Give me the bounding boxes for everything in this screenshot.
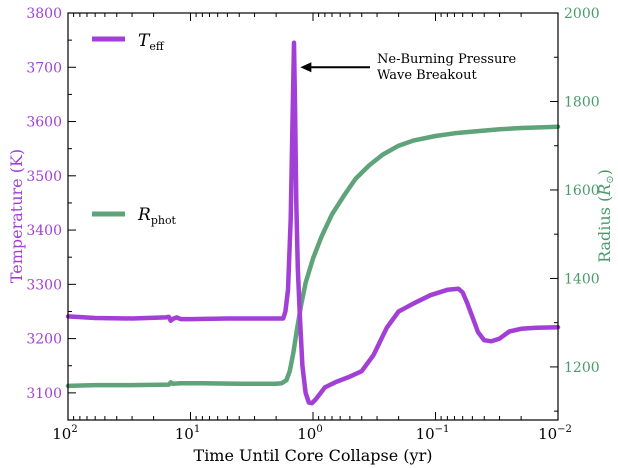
series-layer [65, 40, 561, 406]
y-right-axis-ticks: 1200 1400 1600 1800 2000 [550, 6, 600, 412]
y-right-tick-label: 2000 [564, 6, 600, 22]
y-left-tick-label: 3500 [26, 169, 62, 185]
y-right-tick-label: 1200 [564, 360, 600, 376]
series-line-rphot [65, 124, 561, 389]
annotation-line1: Ne-Burning Pressure [377, 52, 517, 67]
y-left-axis-ticks: 3100 3200 3300 3400 3500 3600 3700 3800 [26, 6, 76, 421]
y-left-tick-label: 3100 [26, 386, 62, 402]
y-left-tick-label: 3800 [26, 6, 62, 22]
x-axis-label: Time Until Core Collapse (yr) [194, 446, 433, 465]
annotation-line2: Wave Breakout [377, 68, 477, 83]
series-line-teff [65, 40, 561, 406]
y-left-tick-label: 3400 [26, 223, 62, 239]
annotation-arrowhead [300, 62, 312, 73]
y-left-axis-label: Temperature (K) [7, 149, 26, 283]
legend: Teff Rphot [92, 31, 177, 227]
x-tick-label: 10−2 [538, 424, 572, 443]
x-axis-ticks: 102 101 100 10−1 10−2 [52, 13, 572, 443]
x-tick-label: 102 [52, 424, 77, 443]
x-tick-label: 10−1 [416, 424, 450, 443]
legend-label-rphot: Rphot [137, 205, 177, 227]
y-right-tick-label: 1400 [564, 271, 600, 287]
x-tick-label: 101 [175, 424, 200, 443]
y-right-tick-label: 1600 [564, 183, 600, 199]
plot-frame [67, 12, 559, 421]
y-left-tick-label: 3600 [26, 115, 62, 131]
legend-label-teff: Teff [138, 31, 165, 53]
annotation: Ne-Burning Pressure Wave Breakout [300, 52, 517, 83]
y-left-tick-label: 3700 [26, 60, 62, 76]
x-tick-label: 100 [297, 424, 322, 443]
y-right-tick-label: 1800 [564, 94, 600, 110]
y-left-tick-label: 3300 [26, 277, 62, 293]
y-right-axis-label: Radius (R⊙) [595, 169, 616, 263]
y-left-tick-label: 3200 [26, 332, 62, 348]
